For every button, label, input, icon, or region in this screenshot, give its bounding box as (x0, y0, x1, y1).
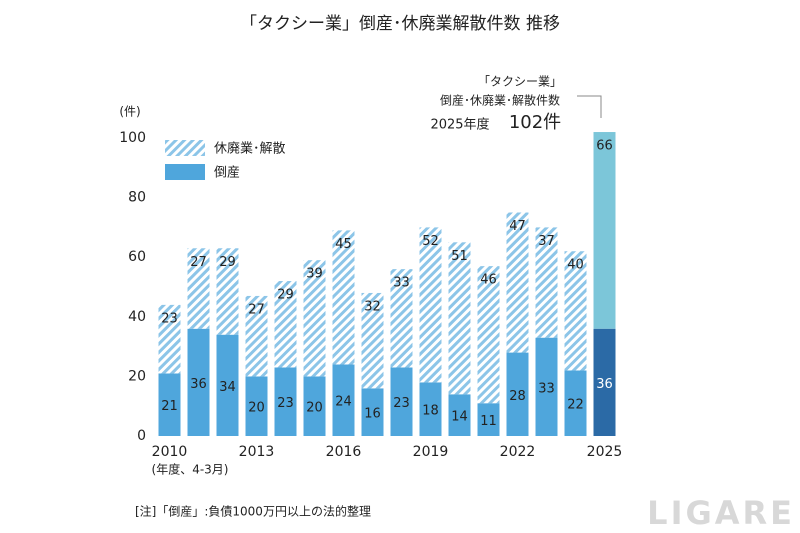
bar-segment (477, 403, 500, 436)
bar-segment (593, 328, 616, 436)
legend-swatch (165, 164, 205, 180)
value-label: 22 (567, 398, 584, 413)
value-label: 11 (480, 414, 497, 429)
bar-segment (361, 388, 384, 436)
bar-segment (303, 260, 326, 377)
value-label: 24 (335, 395, 352, 410)
value-label: 14 (451, 410, 468, 425)
value-label: 39 (306, 267, 323, 282)
x-tick-label: 2022 (500, 444, 536, 460)
value-label: 20 (248, 401, 265, 416)
legend-label: 倒産 (214, 165, 240, 181)
y-tick-label: 80 (128, 190, 146, 206)
bar-segment (361, 292, 384, 389)
value-label: 37 (538, 234, 555, 249)
bar-segment (216, 334, 239, 436)
bar-segment (535, 337, 558, 436)
value-label: 32 (364, 299, 381, 314)
bar-segment (419, 382, 442, 436)
chart-title: 「タクシー業」倒産･休廃業解散件数 推移 (240, 14, 560, 34)
bar-segment (216, 248, 239, 335)
annotation: 倒産･休廃業･解散件数 (440, 93, 560, 108)
value-label: 18 (422, 404, 439, 419)
annotation: 102件 (509, 112, 561, 133)
annotation-bracket (577, 95, 602, 118)
x-tick-label: 2019 (413, 444, 449, 460)
x-tick-label: 2013 (239, 444, 275, 460)
bar-segment (448, 242, 471, 395)
bar-segment (477, 266, 500, 404)
bar-segment (506, 212, 529, 353)
value-label: 28 (509, 389, 526, 404)
legend-swatch (165, 140, 205, 156)
value-label: 52 (422, 234, 439, 249)
watermark: LIGARE (647, 494, 795, 532)
bar-segment (187, 328, 210, 436)
value-label: 66 (596, 139, 613, 154)
bar-segment (245, 376, 268, 436)
bar-segment (535, 227, 558, 338)
y-tick-label: 20 (128, 368, 146, 384)
bar-segment (390, 269, 413, 368)
y-tick-label: 0 (137, 428, 146, 444)
bar-segment (564, 251, 587, 371)
annotation: 2025年度 (430, 117, 489, 133)
bar-segment (419, 227, 442, 383)
value-label: 16 (364, 407, 381, 422)
value-label: 20 (306, 401, 323, 416)
bar-segment (332, 364, 355, 436)
value-label: 23 (393, 396, 410, 411)
value-label: 33 (538, 381, 555, 396)
value-label: 23 (161, 311, 178, 326)
value-label: 29 (219, 255, 236, 270)
y-tick-label: 60 (128, 249, 146, 265)
bar-segment (274, 367, 297, 436)
legend-label: 休廃業･解散 (214, 141, 286, 157)
value-label: 27 (190, 255, 207, 270)
x-tick-label: 2025 (587, 444, 623, 460)
bar-segment (158, 304, 181, 374)
bar-segment (593, 132, 616, 329)
value-label: 46 (480, 273, 497, 288)
x-tick-label: 2016 (326, 444, 362, 460)
value-label: 23 (277, 396, 294, 411)
bar-segment (274, 281, 297, 368)
value-label: 51 (451, 249, 468, 264)
annotation: 「タクシー業」 (478, 75, 562, 89)
value-label: 21 (161, 399, 178, 414)
value-label: 36 (596, 377, 613, 392)
bar-segment (158, 373, 181, 436)
bar-segment (332, 230, 355, 365)
footnote: [注]「倒産」:負債1000万円以上の法的整理 (135, 504, 371, 519)
bar-segment (506, 352, 529, 436)
bar-segment (187, 248, 210, 329)
value-label: 34 (219, 380, 236, 395)
y-unit: (件) (119, 105, 140, 119)
value-label: 36 (190, 377, 207, 392)
x-note: (年度、4-3月) (152, 462, 229, 477)
bar-segment (448, 394, 471, 436)
y-tick-label: 100 (119, 130, 146, 146)
value-label: 47 (509, 219, 526, 234)
value-label: 27 (248, 302, 265, 317)
bar-segment (390, 367, 413, 436)
bar-segment (564, 370, 587, 436)
x-tick-label: 2010 (152, 444, 188, 460)
value-label: 40 (567, 258, 584, 273)
y-tick-label: 40 (128, 309, 146, 325)
bar-segment (303, 376, 326, 436)
value-label: 33 (393, 276, 410, 291)
value-label: 29 (277, 288, 294, 303)
bar-segment (245, 295, 268, 377)
value-label: 45 (335, 237, 352, 252)
